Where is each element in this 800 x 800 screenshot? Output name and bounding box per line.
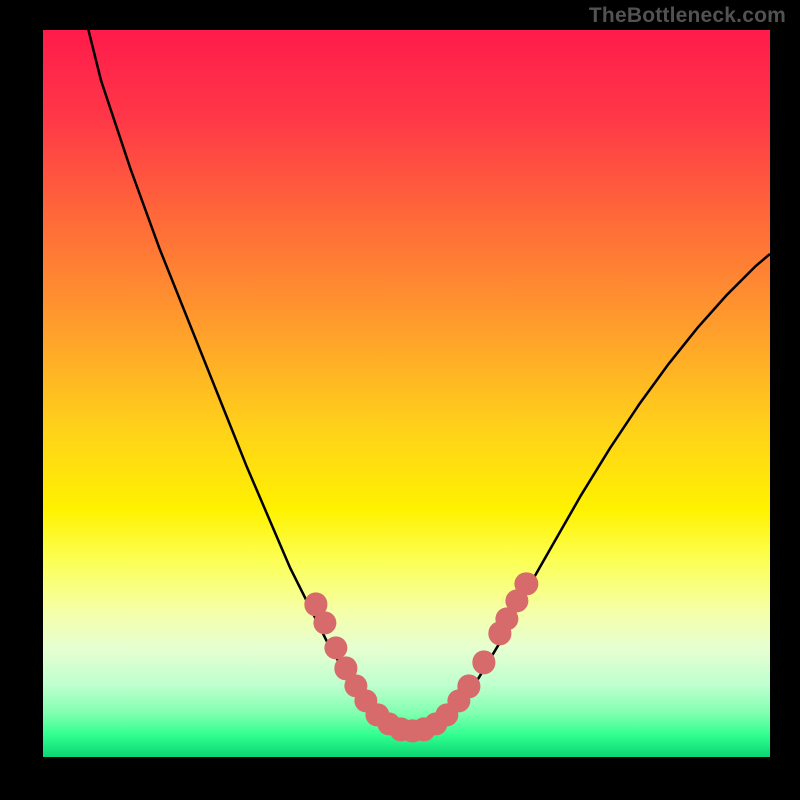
chart-outer: TheBottleneck.com [0,0,800,800]
curve-svg [43,30,770,757]
bottleneck-curve [83,8,770,731]
watermark: TheBottleneck.com [589,4,786,28]
plot-area [43,30,770,757]
